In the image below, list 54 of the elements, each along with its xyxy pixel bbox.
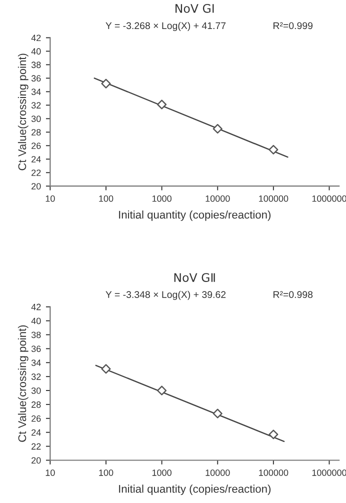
x-tick-label: 100000 <box>259 195 288 202</box>
point <box>268 430 278 440</box>
y-axis-title: Ct Value(crossing point) <box>18 54 28 170</box>
x-tick-label: 100000 <box>259 470 288 476</box>
y-tick-label: 24 <box>32 429 41 436</box>
x-tick-label: 1000 <box>152 470 172 476</box>
y-tick-label: 26 <box>32 415 41 422</box>
x-axis-title: Initial quantity (copies/reaction) <box>119 210 271 221</box>
x-tick-label: 1000000 <box>312 470 346 476</box>
y-tick-label: 20 <box>32 457 41 464</box>
text: Y = -3.268 × Log(X) + 41.77 <box>106 22 226 32</box>
chart-title: NoV GⅡ <box>174 273 215 282</box>
y-tick-label: 40 <box>31 318 41 324</box>
x-tick-label: 10000 <box>206 470 230 476</box>
y-tick-label: 20 <box>32 183 41 190</box>
x-tick-label: 1000000 <box>312 195 346 202</box>
y-tick-label: 28 <box>32 401 41 408</box>
y-tick-label: 22 <box>32 443 41 450</box>
y-tick-label: 32 <box>31 102 41 109</box>
text: Y = -3.348 × Log(X) + 39.62 <box>106 290 226 300</box>
point <box>212 124 222 134</box>
y-tick-label: 38 <box>31 62 41 68</box>
x-tick-label: 10 <box>46 195 55 202</box>
x-tick-label: 100 <box>99 195 114 202</box>
point <box>157 100 167 110</box>
point <box>101 78 111 88</box>
x-axis-title: Initial quantity (copies/reaction) <box>119 484 271 495</box>
point <box>212 408 222 418</box>
y-tick-label: 42 <box>31 304 41 310</box>
point <box>101 364 111 374</box>
text: R²=0.998 <box>274 291 313 298</box>
y-tick-label: 24 <box>32 156 41 162</box>
x-tick-label: 1000 <box>152 195 172 202</box>
y-tick-label: 28 <box>32 129 41 136</box>
y-tick-label: 30 <box>31 387 41 394</box>
y-tick-label: 22 <box>32 170 41 176</box>
y-tick-label: 42 <box>31 34 41 41</box>
x-tick-label: 10000 <box>206 195 230 202</box>
y-tick-label: 40 <box>31 48 41 55</box>
y-tick-label: 36 <box>31 75 41 82</box>
y-tick-label: 34 <box>31 88 41 96</box>
chart-title: NoV GⅠ <box>176 4 214 13</box>
y-axis-title: Ct Value(crossing point) <box>18 325 28 442</box>
text: R²=0.999 <box>274 22 313 30</box>
x-tick-label: 100 <box>99 470 114 476</box>
y-tick-label: 38 <box>31 332 41 338</box>
x-tick-label: 10 <box>46 470 55 476</box>
point <box>268 144 278 154</box>
point <box>157 386 167 396</box>
y-tick-label: 30 <box>31 116 41 122</box>
y-tick-label: 32 <box>31 374 41 380</box>
y-tick-label: 36 <box>31 346 41 352</box>
y-tick-label: 34 <box>31 360 41 366</box>
y-tick-label: 26 <box>32 142 41 149</box>
